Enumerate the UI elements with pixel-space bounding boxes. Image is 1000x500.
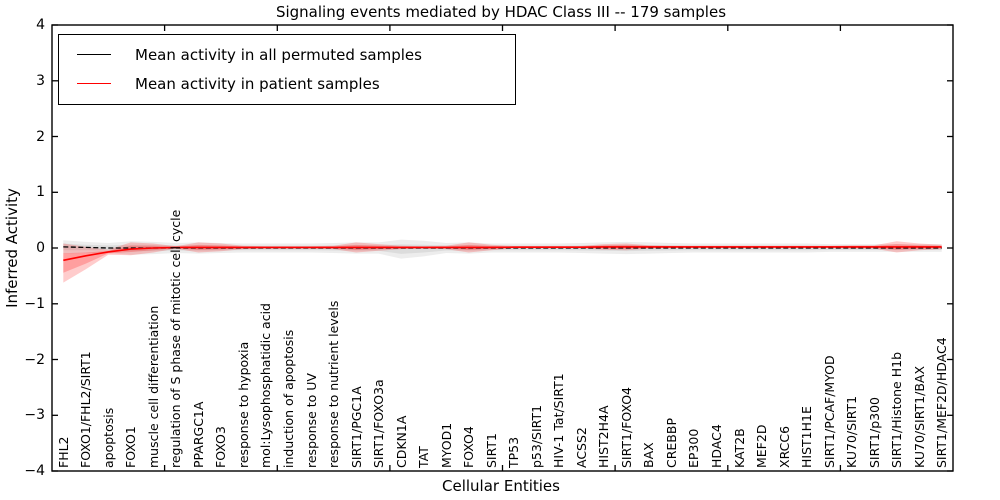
x-category-label: FOXO1	[123, 426, 139, 468]
x-category-label: SIRT1/FOXO4	[618, 387, 634, 468]
y-tick-label: −3	[24, 407, 45, 424]
permuted-range-band	[63, 239, 942, 259]
x-category-label: FHL2	[55, 436, 71, 468]
x-category-label: MYOD1	[438, 422, 454, 468]
x-category-label: SIRT1/p300	[866, 397, 882, 468]
x-category-label: HIV-1 Tat/SIRT1	[551, 373, 567, 468]
x-category-label: HIST2H4A	[596, 405, 612, 468]
x-category-label: KU70/SIRT1/BAX	[911, 365, 927, 468]
x-category-label: SIRT1/Histone H1b	[889, 351, 905, 468]
x-category-label: KU70/SIRT1	[844, 395, 860, 468]
x-category-label: CREBBP	[663, 418, 679, 468]
patient-line-sample	[77, 83, 111, 84]
y-tick-label: −1	[24, 295, 45, 312]
y-tick-label: 0	[36, 240, 45, 256]
y-tick-label: 2	[36, 128, 45, 145]
x-category-label: MEF2D	[754, 424, 770, 468]
x-category-label: SIRT1/MEF2D/HDAC4	[934, 337, 950, 468]
legend: Mean activity in all permuted samples Me…	[58, 34, 516, 105]
patient-mean-line	[63, 246, 942, 262]
x-category-label: FOXO3	[213, 426, 229, 468]
x-category-label: HIST1H1E	[799, 406, 815, 468]
legend-label-permuted: Mean activity in all permuted samples	[135, 45, 422, 64]
y-tick-label: 4	[36, 17, 45, 33]
y-tick-label: −2	[24, 351, 45, 368]
x-category-label: TAT	[416, 446, 432, 468]
x-category-label: SIRT1	[483, 433, 499, 468]
x-category-label: response to hypoxia	[235, 341, 251, 468]
x-category-label: KAT2B	[731, 428, 747, 468]
x-category-label: response to UV	[303, 373, 319, 468]
x-category-label: CDKN1A	[393, 415, 409, 468]
legend-entry-permuted: Mean activity in all permuted samples	[59, 40, 515, 69]
x-category-label: SIRT1/PCAF/MYOD	[821, 355, 837, 468]
patient-range-band	[63, 241, 942, 283]
x-category-label: EP300	[686, 428, 702, 468]
x-category-label: response to nutrient levels	[326, 300, 342, 468]
x-category-label: HDAC4	[708, 424, 724, 468]
x-category-label: mol:Lysophosphatidic acid	[258, 303, 274, 468]
x-category-label: FOXO4	[461, 426, 477, 468]
x-category-label: SIRT1/FOXO3a	[371, 379, 387, 468]
x-category-label: ACSS2	[573, 427, 589, 468]
x-category-label: p53/SIRT1	[528, 404, 544, 468]
x-axis-label: Cellular Entities	[442, 477, 560, 495]
x-category-label: PPARGC1A	[190, 401, 206, 468]
x-category-label: induction of apoptosis	[281, 329, 296, 468]
x-category-label: SIRT1/PGC1A	[348, 386, 364, 468]
x-category-label: FOXO1/FHL2/SIRT1	[78, 351, 94, 468]
permuted-line-sample	[77, 54, 111, 55]
x-category-label: apoptosis	[100, 407, 116, 468]
legend-label-patient: Mean activity in patient samples	[135, 74, 380, 93]
legend-entry-patient: Mean activity in patient samples	[59, 69, 515, 98]
x-category-label: regulation of S phase of mitotic cell cy…	[168, 209, 184, 468]
x-category-label: TP53	[506, 436, 522, 468]
y-tick-label: 3	[36, 72, 45, 89]
x-category-label: XRCC6	[776, 425, 792, 468]
x-category-label: BAX	[641, 442, 657, 468]
y-tick-label: −4	[24, 463, 45, 479]
x-category-label: muscle cell differentiation	[145, 305, 161, 468]
y-tick-label: 1	[36, 184, 45, 201]
chart-title: Signaling events mediated by HDAC Class …	[275, 3, 727, 21]
